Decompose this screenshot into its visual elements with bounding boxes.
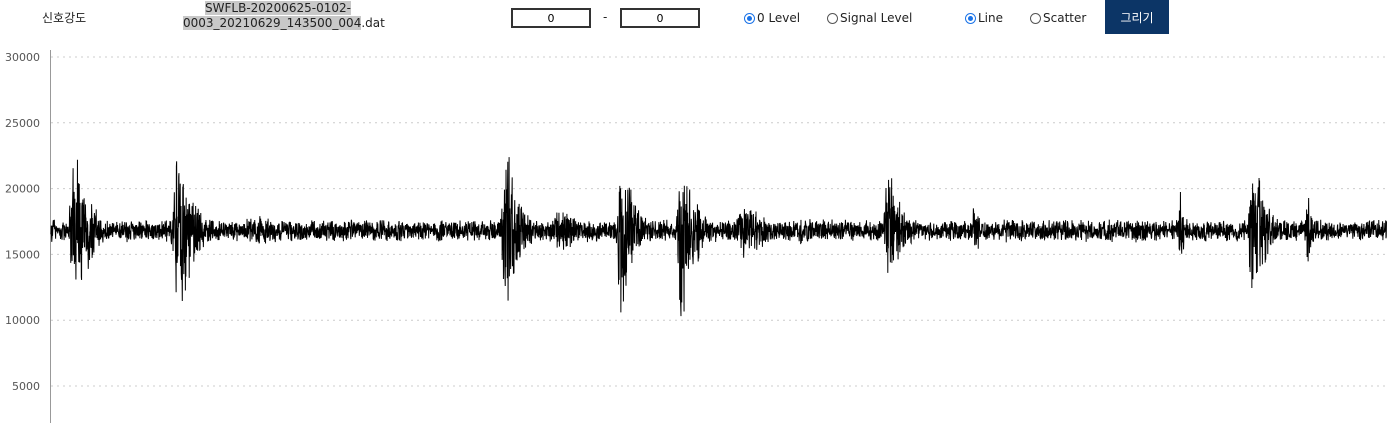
- radio-line-indicator[interactable]: [965, 12, 976, 24]
- radio-scatter-label: Scatter: [1043, 11, 1087, 25]
- draw-button[interactable]: 그리기: [1105, 0, 1169, 34]
- radio-line-label: Line: [978, 11, 1004, 25]
- range-separator: -: [603, 10, 608, 24]
- signal-strength-label: 신호강도: [42, 11, 87, 25]
- y-tick-label: 30000: [5, 51, 40, 64]
- file-name-part-2: 0003_20210629_143500_004: [183, 16, 362, 30]
- y-tick-label: 15000: [5, 248, 40, 261]
- radio-zero-level[interactable]: 0 Level: [744, 11, 800, 25]
- y-tick-label: 20000: [5, 183, 40, 196]
- radio-signal-level[interactable]: Signal Level: [827, 11, 912, 25]
- file-name-ext: .dat: [361, 16, 385, 30]
- radio-signal-level-label: Signal Level: [840, 11, 913, 25]
- range-start-input[interactable]: [511, 8, 591, 28]
- radio-zero-level-label: 0 Level: [757, 11, 801, 25]
- file-name: SWFLB-20200625-0102- 0003_20210629_14350…: [183, 1, 385, 31]
- radio-signal-level-indicator[interactable]: [827, 12, 838, 24]
- y-tick-label: 10000: [5, 314, 40, 327]
- chart-grid: [51, 56, 1387, 387]
- radio-scatter[interactable]: Scatter: [1030, 11, 1086, 25]
- signal-chart: 30000 25000 20000 15000 10000 5000: [5, 50, 1387, 423]
- file-name-part-1: SWFLB-20200625-0102-: [205, 1, 351, 15]
- y-axis-ticks: 30000 25000 20000 15000 10000 5000: [5, 51, 40, 393]
- radio-zero-level-indicator[interactable]: [744, 12, 755, 24]
- signal-line: [50, 157, 1387, 317]
- y-tick-label: 5000: [12, 380, 40, 393]
- radio-scatter-indicator[interactable]: [1030, 12, 1041, 24]
- range-end-input[interactable]: [620, 8, 700, 28]
- y-tick-label: 25000: [5, 117, 40, 130]
- radio-line[interactable]: Line: [965, 11, 1003, 25]
